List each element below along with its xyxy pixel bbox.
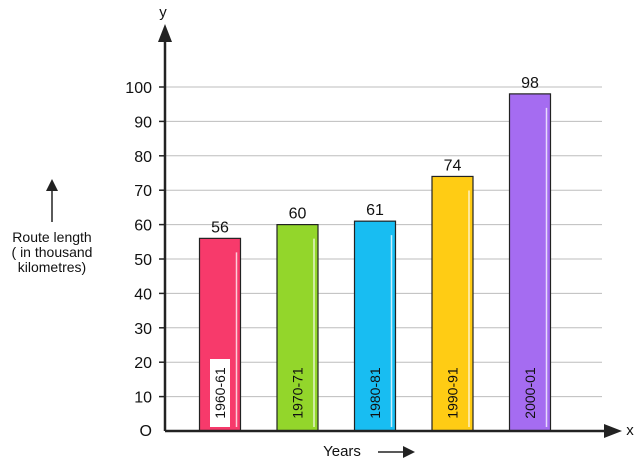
x-axis-arrow-icon — [604, 424, 622, 438]
x-axis-letter: x — [626, 422, 634, 439]
y-axis-label: Route length ( in thousand kilometres) — [0, 230, 104, 275]
x-axis-label: Years — [323, 443, 361, 460]
category-label: 1960-61 — [212, 367, 228, 419]
y-tick-label: 100 — [125, 80, 152, 97]
category-label: 1970-71 — [290, 367, 306, 419]
bar-value-label: 60 — [289, 206, 307, 223]
category-label-background — [210, 359, 230, 427]
y-axis-letter: y — [159, 4, 167, 21]
bar — [353, 220, 397, 432]
y-tick-label: 30 — [134, 321, 152, 338]
category-label: 1980-81 — [367, 367, 383, 419]
bar-value-label: 98 — [521, 75, 539, 92]
x-axis-title: Years — [323, 443, 415, 460]
y-tick-label: 50 — [134, 252, 152, 269]
bar-value-label: 61 — [366, 202, 384, 219]
bar-value-label: 74 — [444, 157, 462, 174]
y-tick-label: 70 — [134, 183, 152, 200]
y-tick-label: 80 — [134, 149, 152, 166]
bar — [508, 93, 552, 432]
axes: y x O — [140, 4, 635, 440]
bar-value-label: 56 — [211, 219, 229, 236]
y-tick-labels: 10 20 30 40 50 60 70 80 90 100 — [125, 80, 152, 407]
y-tick-label: 40 — [134, 286, 152, 303]
y-tick-label: 90 — [134, 114, 152, 131]
category-label: 2000-01 — [522, 367, 538, 419]
y-axis-label-line-3: kilometres) — [17, 259, 87, 275]
y-tick-label: 60 — [134, 218, 152, 235]
category-label: 1990-91 — [445, 367, 461, 419]
bar — [431, 175, 474, 432]
y-axis-label-line-2: ( in thousand — [11, 244, 93, 260]
bar — [276, 224, 319, 432]
y-axis-label-line-1: Route length — [12, 229, 92, 245]
y-axis-arrow-icon — [158, 24, 172, 42]
origin-label: O — [140, 423, 152, 440]
data-labels: 56 1960-61 60 1970-71 61 1980-81 74 1990-91 98 20… — [210, 75, 539, 427]
y-tick-label: 10 — [134, 390, 152, 407]
y-tick-label: 20 — [134, 355, 152, 372]
